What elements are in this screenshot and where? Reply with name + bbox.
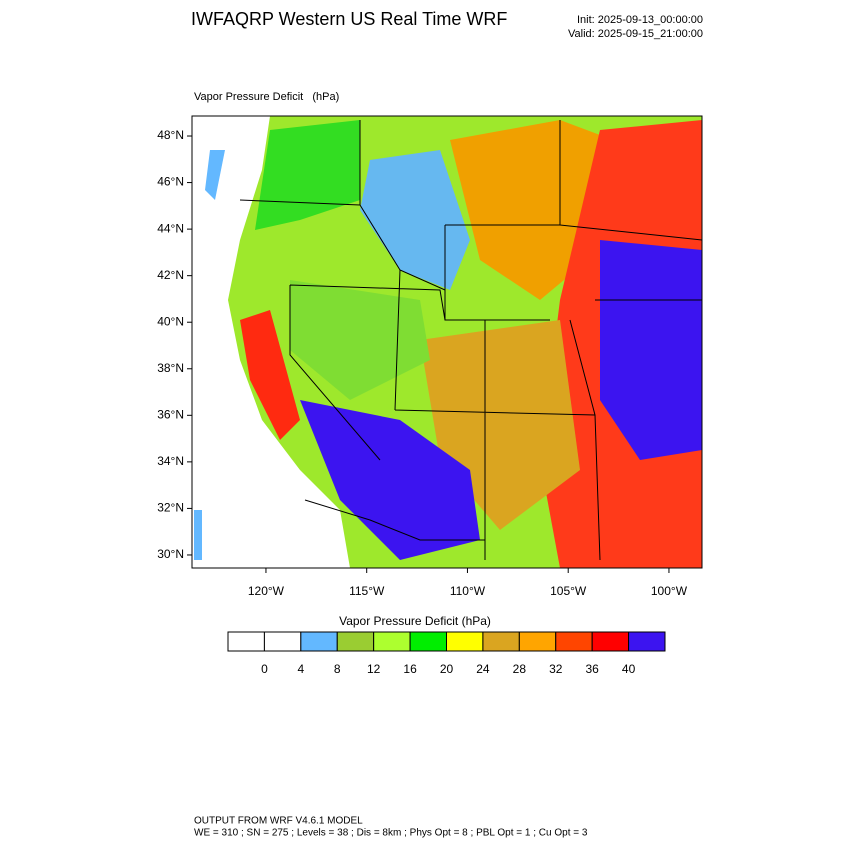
colorbar-box [482, 631, 520, 652]
lat-tick-label: 48°N [157, 128, 184, 142]
lon-tick-label: 100°W [651, 584, 688, 598]
lat-tick-label: 42°N [157, 268, 184, 282]
colorbar-box [446, 631, 484, 652]
colorbar-label: 24 [476, 662, 490, 676]
map-field [192, 116, 702, 568]
footer-line: WE = 310 ; SN = 275 ; Levels = 38 ; Dis … [194, 828, 588, 839]
map-frame [191, 115, 703, 569]
colorbar-box [227, 631, 265, 652]
colorbar-box [300, 631, 338, 652]
colorbar-label: 28 [513, 662, 527, 676]
lat-tick-label: 44°N [157, 221, 184, 235]
title: IWFAQRP Western US Real Time WRF [191, 9, 507, 29]
lat-tick-label: 32°N [157, 501, 184, 515]
lon-tick-label: 120°W [248, 584, 285, 598]
colorbar-box [518, 631, 557, 652]
lat-tick-label: 36°N [157, 407, 184, 421]
colorbar-box [373, 631, 411, 652]
lat-tick-label: 46°N [157, 175, 184, 189]
colorbar-label: 40 [622, 662, 636, 676]
colorbar-box [409, 631, 448, 652]
colorbar-label: 4 [297, 662, 304, 676]
lon-tick-label: 110°W [450, 584, 486, 598]
colorbar-label: 32 [549, 662, 563, 676]
lat-tick-label: 34°N [157, 454, 184, 468]
colorbar-label: 8 [334, 662, 341, 676]
valid-time: Valid: 2025-09-15_21:00:00 [568, 28, 703, 40]
colorbar-label: 12 [367, 662, 381, 676]
colorbar-label: 20 [440, 662, 454, 676]
colorbar-label: 0 [261, 662, 268, 676]
map-subtitle: Vapor Pressure Deficit (hPa) [194, 91, 339, 103]
colorbar-title: Vapor Pressure Deficit (hPa) [339, 614, 491, 628]
lat-tick-label: 38°N [157, 361, 184, 375]
lon-tick-label: 115°W [349, 584, 385, 598]
colorbar-box [336, 631, 375, 652]
lat-tick-label: 40°N [157, 314, 184, 328]
colorbar-box [263, 631, 302, 652]
colorbar-label: 36 [585, 662, 599, 676]
colorbar-box [555, 631, 593, 652]
colorbar-box [591, 631, 630, 652]
colorbar-box [628, 631, 666, 652]
colorbar-label: 16 [403, 662, 417, 676]
init-time: Init: 2025-09-13_00:00:00 [577, 14, 703, 26]
lat-tick-label: 30°N [157, 547, 184, 561]
footer-line: OUTPUT FROM WRF V4.6.1 MODEL [194, 816, 363, 827]
lon-tick-label: 105°W [550, 584, 587, 598]
